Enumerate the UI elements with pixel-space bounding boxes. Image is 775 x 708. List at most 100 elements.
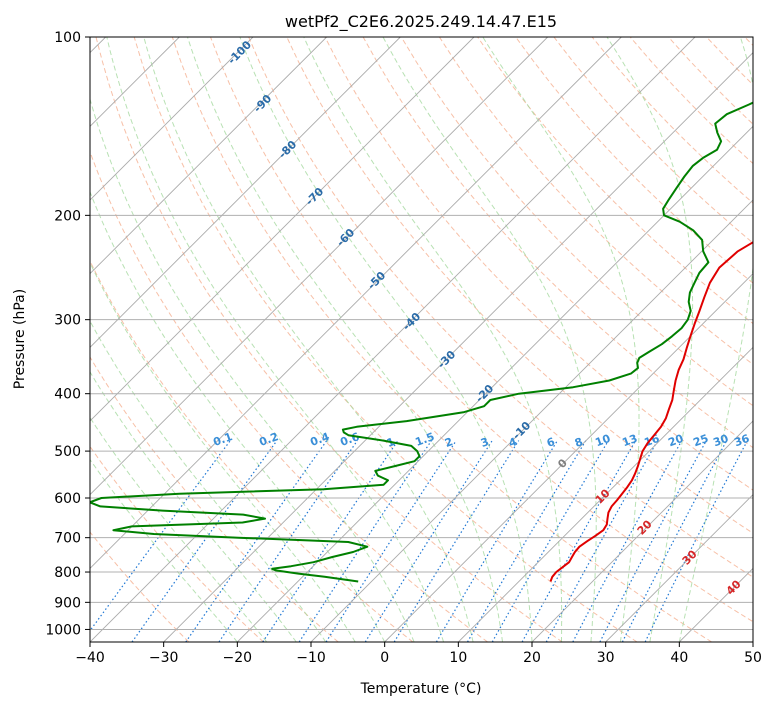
isotherm-line xyxy=(90,37,475,422)
x-tick-label: 20 xyxy=(523,650,541,666)
mixing-ratio-line xyxy=(185,440,328,642)
moist-adiabat-line xyxy=(90,458,238,642)
mixing-ratio-label: 3 xyxy=(479,435,491,450)
y-tick-label: 600 xyxy=(54,491,81,507)
mixing-ratio-line xyxy=(466,440,587,642)
mixing-ratio-label: 6 xyxy=(545,435,557,450)
mixing-ratio-line xyxy=(298,440,432,642)
mixing-ratio-label: 20 xyxy=(666,432,685,450)
x-tick-label: −20 xyxy=(223,650,253,666)
y-tick-label: 500 xyxy=(54,444,81,460)
mixing-ratio-label: 0.6 xyxy=(338,430,361,449)
x-tick-label: −30 xyxy=(149,650,179,666)
mixing-ratio-line xyxy=(644,440,748,642)
mixing-ratio-line xyxy=(90,440,231,632)
x-axis: −40 −30 −20 −10 0 10 20 30 40 50 xyxy=(75,642,762,666)
y-tick-label: 200 xyxy=(54,208,81,224)
y-axis: 100 200 300 400 500 600 700 800 900 1000 xyxy=(45,30,90,638)
dry-adiabat-line xyxy=(248,37,753,578)
x-tick-label: 0 xyxy=(380,650,389,666)
moist-adiabat-line xyxy=(382,37,597,642)
mixing-ratio-line xyxy=(364,440,493,642)
y-tick-label: 1000 xyxy=(45,622,81,638)
plot-area xyxy=(90,37,753,642)
dry-adiabat-line xyxy=(90,150,488,642)
mixing-ratio-line xyxy=(545,440,659,642)
temperature-line xyxy=(549,241,753,582)
mixing-ratio-line xyxy=(131,440,278,642)
moist-adiabat-line xyxy=(90,190,386,642)
isotherm-line xyxy=(90,37,696,642)
mixing-ratio-line xyxy=(435,440,558,642)
y-tick-label: 800 xyxy=(54,565,81,581)
mixing-ratio-label: 0.2 xyxy=(257,430,280,449)
y-tick-label: 700 xyxy=(54,531,81,547)
isotherm-line xyxy=(90,37,401,348)
mixing-ratio-label: 25 xyxy=(691,432,710,449)
moist-adiabat-line xyxy=(303,37,563,642)
mixing-ratio-label: 0.4 xyxy=(308,430,331,449)
dry-adiabat-line xyxy=(90,445,264,642)
x-tick-label: 40 xyxy=(670,650,688,666)
isotherm-line xyxy=(384,273,753,642)
mixing-ratio-label: 13 xyxy=(620,432,639,449)
dry-adiabat-line xyxy=(438,37,753,366)
y-tick-label: 900 xyxy=(54,595,81,611)
y-tick-label: 300 xyxy=(54,313,81,329)
isotherm-line xyxy=(90,37,327,275)
moist-adiabat-line xyxy=(482,37,640,642)
chart-title: wetPf2_C2E6.2025.249.14.47.E15 xyxy=(285,12,557,32)
isotherm-line xyxy=(310,199,753,642)
x-tick-label: 10 xyxy=(449,650,467,666)
dry-adiabat-line xyxy=(324,37,753,491)
moist-adiabat-line xyxy=(143,37,474,642)
dry-adiabat-line xyxy=(95,37,563,642)
isotherm-line xyxy=(752,641,753,642)
data-series xyxy=(90,101,753,583)
mixing-ratio-label: 0.1 xyxy=(211,430,234,449)
x-tick-label: −40 xyxy=(75,650,105,666)
dry-adiabat-line xyxy=(133,37,638,642)
dry-adiabat-line xyxy=(90,531,190,642)
mixing-ratio-line xyxy=(262,440,399,642)
isotherm-line xyxy=(90,37,548,496)
moist-adiabat-line xyxy=(106,37,445,642)
dry-adiabat-line xyxy=(210,37,753,623)
moist-adiabat-line xyxy=(90,416,268,642)
isotherm-line xyxy=(605,494,753,642)
mixing-ratio-label: 30 xyxy=(711,432,730,450)
mixing-ratio-label: 10 xyxy=(593,432,612,450)
x-tick-label: 50 xyxy=(744,650,762,666)
mixing-ratio-label: 36 xyxy=(732,432,751,450)
isotherm-line xyxy=(458,346,753,642)
moist-adiabat-line xyxy=(90,320,327,642)
y-tick-label: 100 xyxy=(54,30,81,46)
moist-adiabat-line xyxy=(239,37,533,642)
moist-adiabat-line xyxy=(187,37,503,642)
background-lines xyxy=(90,37,753,642)
mixing-ratio-label: 4 xyxy=(507,435,519,450)
mixing-ratio-label: 2 xyxy=(443,435,455,450)
dry-adiabat-line xyxy=(515,37,753,284)
moist-adiabat-line xyxy=(678,37,753,642)
plot-frame xyxy=(89,36,754,643)
mixing-ratio-line xyxy=(572,440,683,642)
isotherm-line xyxy=(90,37,622,569)
mixing-ratio-line xyxy=(521,440,637,642)
mixing-ratio-line xyxy=(325,440,457,642)
isotherm-line xyxy=(531,420,753,642)
dry-adiabat-line xyxy=(171,37,712,642)
isotherm-line xyxy=(163,52,753,642)
mixing-ratio-line xyxy=(491,440,609,642)
y-axis-label: Pressure (hPa) xyxy=(12,289,28,389)
x-axis-label: Temperature (°C) xyxy=(360,681,482,697)
dry-adiabat-line xyxy=(400,37,753,407)
moist-adiabat-line xyxy=(90,261,356,642)
x-tick-label: 30 xyxy=(597,650,615,666)
mixing-ratio-label: 8 xyxy=(573,435,585,450)
dewpoint-line xyxy=(90,101,753,583)
grid-lines xyxy=(90,37,753,642)
moist-adiabat-line xyxy=(606,37,694,642)
y-tick-label: 400 xyxy=(54,387,81,403)
